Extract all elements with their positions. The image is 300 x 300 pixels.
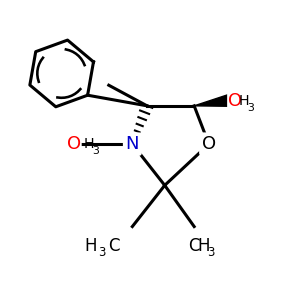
Text: 3: 3 <box>93 146 100 156</box>
Text: 3: 3 <box>207 246 214 259</box>
Text: O: O <box>202 135 216 153</box>
Polygon shape <box>194 94 233 106</box>
Text: O: O <box>67 135 81 153</box>
Text: N: N <box>126 135 139 153</box>
Text: H: H <box>238 94 249 108</box>
Text: C: C <box>108 237 120 255</box>
Text: 3: 3 <box>247 103 254 113</box>
Text: O: O <box>228 92 242 110</box>
Text: H: H <box>198 237 210 255</box>
Text: C: C <box>188 237 200 255</box>
Text: H: H <box>84 137 94 151</box>
Text: H: H <box>85 237 97 255</box>
Text: 3: 3 <box>98 246 106 259</box>
